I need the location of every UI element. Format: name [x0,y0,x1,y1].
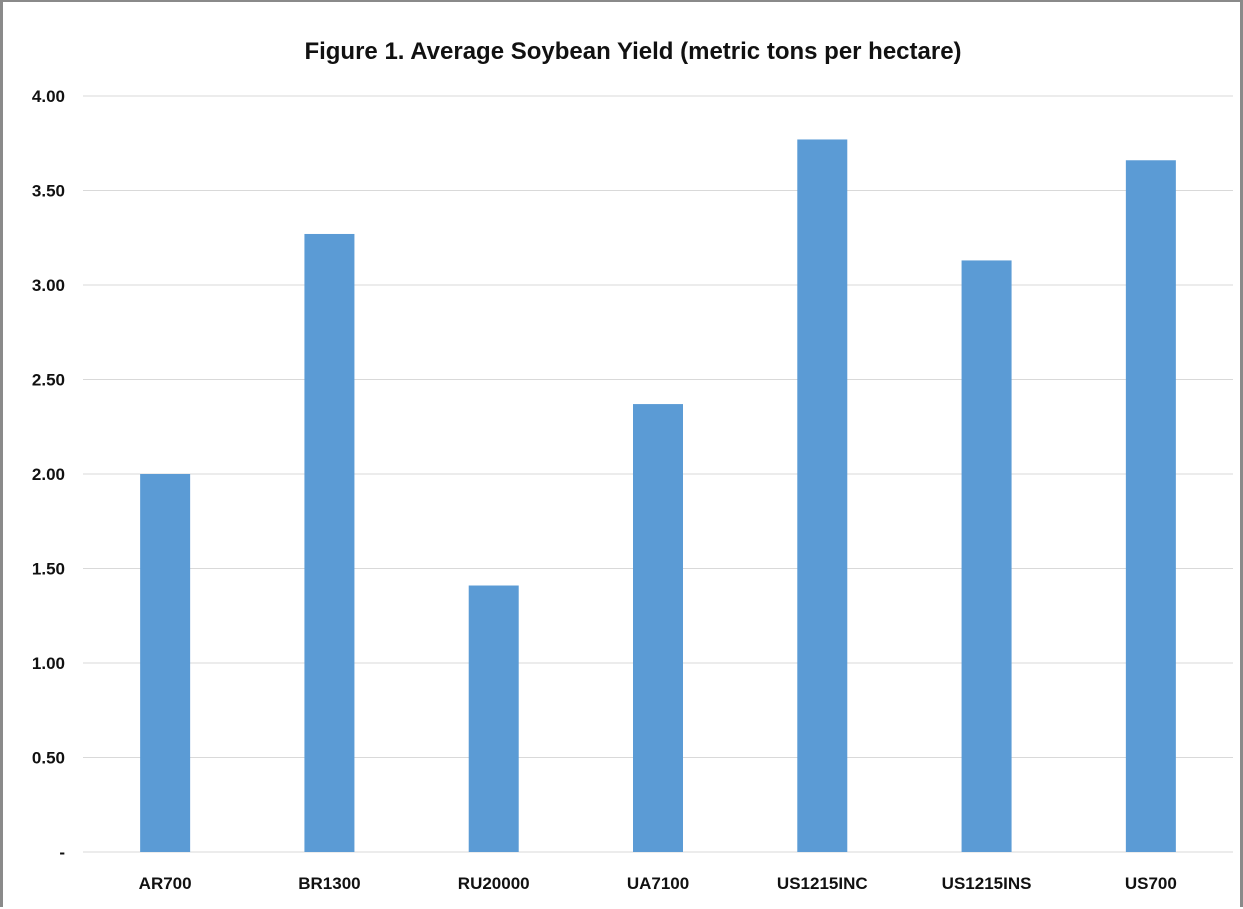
bar-us1215inc [797,139,848,853]
bars [140,139,1176,853]
x-tick-label: BR1300 [298,874,360,893]
x-tick-label: US700 [1125,874,1177,893]
bar-ar700 [140,474,191,852]
y-tick-label: 0.50 [32,749,65,768]
x-tick-label: US1215INS [942,874,1032,893]
bar-us700 [1125,160,1176,852]
y-tick-label: 1.00 [32,654,65,673]
bar-us1215ins [961,260,1012,852]
y-tick-label: 1.50 [32,560,65,579]
x-tick-label: AR700 [139,874,192,893]
x-tick-label: UA7100 [627,874,689,893]
x-axis-tick-labels: AR700 BR1300 RU20000 UA7100 US1215INC US1215I… [139,874,1177,893]
bar-ua7100 [633,404,683,852]
bar-br1300 [304,233,355,853]
y-axis-tick-labels: - 0.50 1.00 1.50 2.00 2.50 3.00 3.50 4.00 [32,87,65,862]
y-tick-label: 3.00 [32,276,65,295]
y-tick-label: 4.00 [32,87,65,106]
x-tick-label: RU20000 [458,874,530,893]
bar-chart: Figure 1. Average Soybean Yield (metric … [32,38,1233,893]
x-tick-label: US1215INC [777,874,868,893]
y-tick-label: 2.50 [32,371,65,390]
y-tick-label: - [59,843,65,862]
y-tick-label: 3.50 [32,182,65,201]
y-tick-label: 2.00 [32,465,65,484]
chart-title: Figure 1. Average Soybean Yield (metric … [304,38,961,65]
bar-ru20000 [468,585,519,852]
